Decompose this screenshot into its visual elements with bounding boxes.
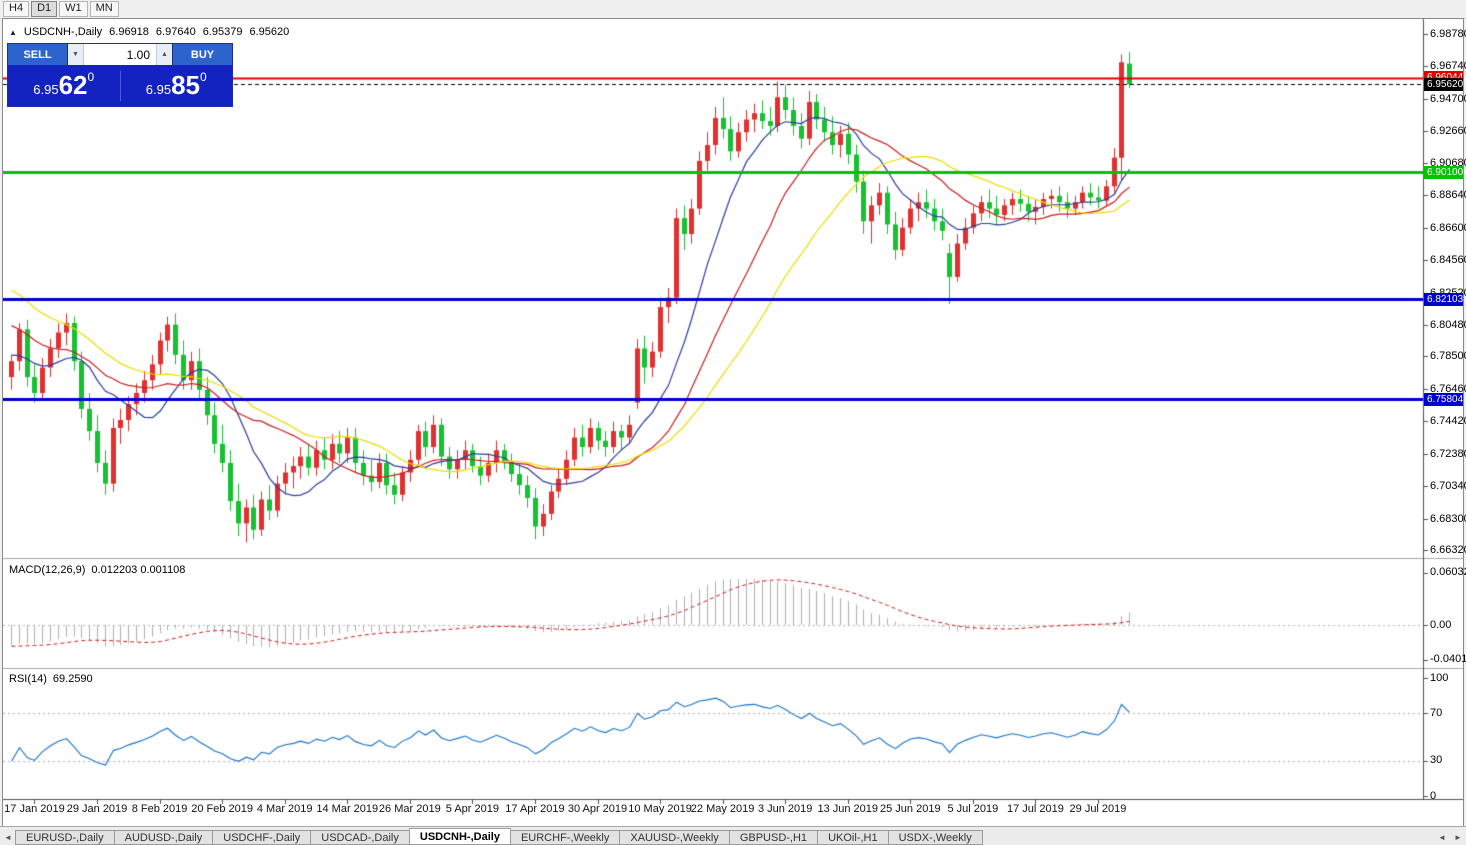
- date-axis-label: 5 Jul 2019: [947, 803, 999, 815]
- date-axis-label: 17 Jan 2019: [4, 803, 65, 815]
- buy-button[interactable]: BUY: [172, 44, 232, 65]
- ohlc-high: 6.97640: [155, 26, 196, 38]
- rsi-axis-label: 100: [1430, 671, 1449, 684]
- date-axis-label: 29 Jan 2019: [66, 803, 128, 815]
- chart-window: ▲ USDCNH-,Daily 6.96918 6.97640 6.95379 …: [2, 18, 1466, 827]
- ohlc-open: 6.96918: [109, 26, 149, 38]
- tab-scroll-left-icon[interactable]: ◄: [4, 833, 12, 842]
- date-axis-label: 25 Jun 2019: [880, 803, 941, 815]
- rsi-axis-label: 0: [1430, 789, 1437, 802]
- price-axis-label: 6.86600: [1430, 221, 1466, 234]
- timeframe-toolbar: H4 D1 W1 MN: [0, 0, 1466, 19]
- timeframe-button-d1[interactable]: D1: [31, 1, 58, 17]
- hline-price-badge[interactable]: 6.82103: [1424, 292, 1463, 306]
- chart-tab[interactable]: USDCNH-,Daily: [408, 828, 511, 845]
- price-axis-label: 6.76460: [1430, 382, 1466, 395]
- price-axis-label: 6.68300: [1430, 512, 1466, 525]
- volume-stepper-icon[interactable]: ▲: [156, 44, 172, 65]
- chart-tab[interactable]: UKOil-,H1: [817, 830, 889, 845]
- macd-axis-label: 0.060329: [1430, 566, 1466, 579]
- macd-axis-label: -0.040135: [1430, 653, 1466, 666]
- date-axis-label: 22 May 2019: [690, 803, 755, 815]
- price-axis-label: 6.74420: [1430, 415, 1466, 428]
- symbol-title: USDCNH-,Daily: [23, 26, 103, 38]
- chart-tab[interactable]: USDX-,Weekly: [887, 830, 983, 845]
- one-click-trade-panel: SELL ▼ ▲ BUY 6.95620 6.95850: [7, 43, 233, 107]
- trade-panel-controls: SELL ▼ ▲ BUY: [8, 44, 232, 65]
- timeframe-button-w1[interactable]: W1: [59, 1, 88, 17]
- ohlc-close: 6.95620: [249, 26, 290, 38]
- date-axis-label: 30 Apr 2019: [567, 803, 628, 815]
- price-axis-label: 6.98780: [1430, 28, 1466, 40]
- timeframe-button-h4[interactable]: H4: [3, 1, 30, 17]
- price-axis-label: 6.92660: [1430, 125, 1466, 138]
- chart-tabs-bar: ◄ EURUSD-,Daily AUDUSD-,Daily USDCHF-,Daily…: [0, 826, 1466, 845]
- price-axis-label: 6.94700: [1430, 92, 1466, 105]
- chart-tab[interactable]: USDCAD-,Daily: [310, 830, 410, 845]
- chart-tab[interactable]: XAUUSD-,Weekly: [619, 830, 730, 845]
- price-chart-canvas[interactable]: [3, 19, 1463, 826]
- tab-scroll-right-icon[interactable]: ►: [1454, 833, 1462, 842]
- volume-dropdown-icon[interactable]: ▼: [68, 44, 84, 65]
- chart-tab[interactable]: USDCHF-,Daily: [212, 830, 312, 845]
- date-axis-label: 20 Feb 2019: [191, 803, 254, 815]
- symbol-ohlc-line: ▲ USDCNH-,Daily 6.96918 6.97640 6.95379 …: [9, 26, 289, 38]
- chart-tab[interactable]: AUDUSD-,Daily: [113, 830, 214, 845]
- rsi-label: RSI(14) 69.2590: [9, 673, 93, 685]
- date-axis-label: 14 Mar 2019: [316, 803, 379, 815]
- price-axis-label: 6.66320: [1430, 544, 1466, 557]
- date-axis-label: 29 Jul 2019: [1069, 803, 1127, 815]
- sell-button[interactable]: SELL: [8, 44, 68, 65]
- date-axis-label: 17 Jul 2019: [1006, 803, 1064, 815]
- hline-price-badge[interactable]: 6.75804: [1424, 392, 1463, 406]
- current-price-badge: 6.95620: [1424, 77, 1463, 91]
- bid-price[interactable]: 6.95620: [33, 70, 95, 100]
- chart-tab[interactable]: GBPUSD-,H1: [728, 830, 819, 845]
- chart-tab[interactable]: EURUSD-,Daily: [15, 830, 115, 845]
- price-axis-label: 6.96740: [1430, 60, 1466, 73]
- date-axis-label: 13 Jun 2019: [817, 803, 879, 815]
- macd-label: MACD(12,26,9) 0.012203 0.001108: [9, 564, 186, 576]
- date-axis-label: 3 Jun 2019: [757, 803, 813, 815]
- price-axis-label: 6.80480: [1430, 318, 1466, 331]
- date-axis-label: 8 Feb 2019: [131, 803, 188, 815]
- rsi-axis-label: 30: [1430, 754, 1443, 767]
- price-axis-label: 6.70340: [1430, 480, 1466, 493]
- hline-price-badge[interactable]: 6.90100: [1424, 165, 1463, 179]
- ask-price[interactable]: 6.95850: [145, 70, 207, 100]
- bid-ask-divider: [119, 70, 121, 101]
- date-axis-label: 5 Apr 2019: [445, 803, 499, 815]
- price-axis-label: 6.78500: [1430, 350, 1466, 363]
- ohlc-low: 6.95379: [202, 26, 243, 38]
- macd-axis-label: 0.00: [1430, 618, 1452, 631]
- price-axis-label: 6.88640: [1430, 189, 1466, 202]
- rsi-axis-label: 70: [1430, 706, 1443, 719]
- price-axis-label: 6.84560: [1430, 254, 1466, 267]
- date-axis-label: 10 May 2019: [628, 803, 692, 815]
- timeframe-button-mn[interactable]: MN: [89, 1, 119, 17]
- price-axis-label: 6.72380: [1430, 447, 1466, 460]
- trade-panel-toggle-icon[interactable]: ▲: [9, 27, 17, 37]
- date-axis-label: 4 Mar 2019: [256, 803, 313, 815]
- chart-tab[interactable]: EURCHF-,Weekly: [509, 830, 621, 845]
- tab-scroll-left2-icon[interactable]: ◄: [1438, 833, 1446, 842]
- date-axis-label: 17 Apr 2019: [505, 803, 565, 815]
- date-axis-label: 26 Mar 2019: [378, 803, 441, 815]
- volume-input[interactable]: [84, 44, 156, 65]
- trade-panel-quotes: 6.95620 6.95850: [8, 65, 232, 106]
